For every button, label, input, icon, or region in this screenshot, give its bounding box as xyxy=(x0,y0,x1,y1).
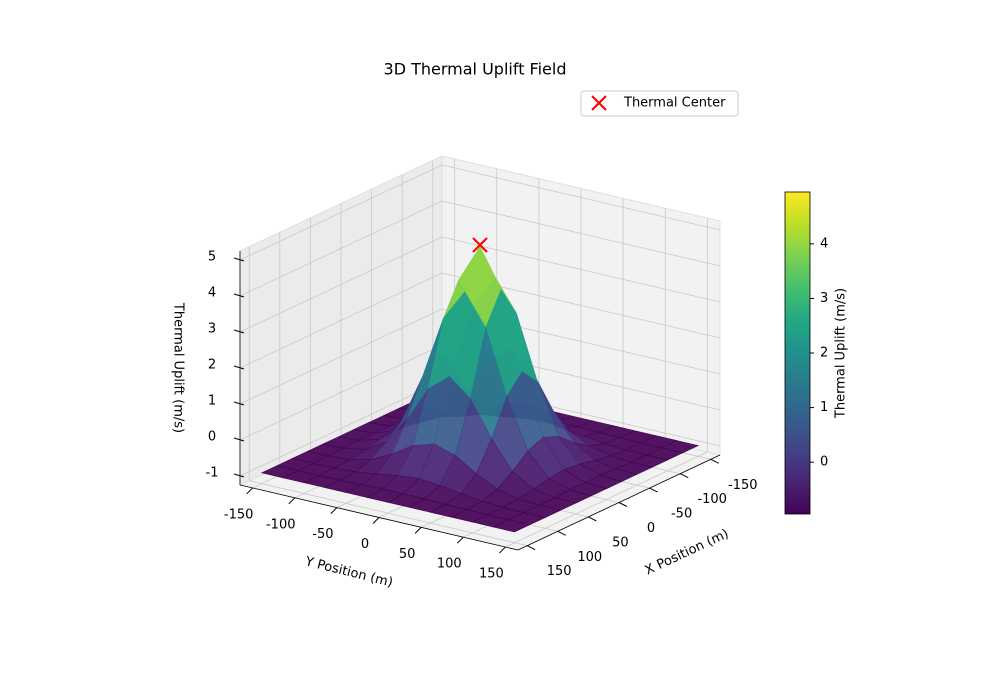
grid-line xyxy=(441,164,721,231)
z-tick-label: 1 xyxy=(208,394,216,409)
x-tick-label: 50 xyxy=(612,535,629,550)
x-tick-label: -50 xyxy=(671,507,692,522)
colorbar-tick-label: 2 xyxy=(820,346,828,361)
chart-title: 3D Thermal Uplift Field xyxy=(384,60,567,79)
y-tick-label: -100 xyxy=(266,517,296,532)
x-tick-label: 100 xyxy=(577,550,602,565)
legend-label: Thermal Center xyxy=(623,96,726,111)
x-tick-label: 0 xyxy=(647,521,655,536)
x-tick xyxy=(526,545,536,551)
x-axis-label: X Position (m) xyxy=(643,527,731,579)
y-tick-label: 0 xyxy=(361,537,369,552)
y-tick xyxy=(288,497,296,505)
axis-line xyxy=(517,454,721,551)
x-tick xyxy=(588,516,597,522)
legend-marker-stroke xyxy=(591,95,607,111)
legend: Thermal Center xyxy=(580,90,739,117)
surface-face xyxy=(492,519,531,533)
z-tick-label: 5 xyxy=(208,250,216,265)
marker xyxy=(472,237,488,253)
y-tick-label: -150 xyxy=(224,507,254,522)
grid-line xyxy=(239,236,443,333)
colorbar-tick-label: 4 xyxy=(820,236,828,251)
legend-box xyxy=(580,90,739,117)
x-tick-label: -100 xyxy=(697,492,727,507)
y-tick-label: 100 xyxy=(437,557,462,572)
colorbar xyxy=(784,191,811,515)
grid-line xyxy=(239,164,443,261)
x-tick-label: 150 xyxy=(547,564,572,579)
axis-line xyxy=(239,484,519,551)
grid-line xyxy=(239,380,443,477)
z-tick-label: 3 xyxy=(208,322,216,337)
y-tick xyxy=(499,546,506,554)
y-tick-label: 50 xyxy=(399,547,416,562)
colorbar-tick-label: 0 xyxy=(820,455,828,470)
y-tick-label: 150 xyxy=(479,567,504,582)
marker-stroke xyxy=(472,237,488,253)
y-tick xyxy=(456,536,464,544)
z-tick-label: 0 xyxy=(208,430,216,445)
z-tick xyxy=(233,437,245,442)
grid-line xyxy=(239,344,443,441)
x-tick xyxy=(618,502,628,507)
y-tick-label: -50 xyxy=(312,527,333,542)
grid-line xyxy=(239,272,443,369)
grid-line xyxy=(239,200,443,297)
z-tick-label: 4 xyxy=(208,286,216,301)
z-tick xyxy=(233,473,245,478)
grid-line xyxy=(239,308,443,405)
y-tick xyxy=(246,487,253,495)
grid-line xyxy=(505,451,708,548)
legend-marker xyxy=(591,95,607,111)
grid-line xyxy=(441,236,721,303)
z-tick xyxy=(233,293,245,298)
z-tick-label: -1 xyxy=(206,466,219,481)
x-tick-label: -150 xyxy=(728,478,758,493)
colorbar-tick-label: 1 xyxy=(820,400,828,415)
z-tick xyxy=(233,329,245,334)
x-tick xyxy=(679,473,689,479)
z-tick-label: 2 xyxy=(208,358,216,373)
colorbar-label: Thermal Uplift (m/s) xyxy=(834,288,849,419)
grid-line xyxy=(441,200,721,267)
y-tick xyxy=(330,507,338,515)
z-axis-label: Thermal Uplift (m/s) xyxy=(171,302,186,433)
z-tick xyxy=(233,257,245,262)
x-tick xyxy=(710,458,720,464)
y-tick xyxy=(372,517,380,524)
x-tick xyxy=(649,487,658,493)
y-tick xyxy=(414,526,422,534)
colorbar-tick-label: 3 xyxy=(820,291,828,306)
z-tick xyxy=(233,365,245,370)
x-tick xyxy=(557,530,567,536)
plot-3d: -150-100-50050100150-150-100-50050100150… xyxy=(171,155,758,591)
y-axis-label: Y Position (m) xyxy=(303,554,395,590)
z-tick xyxy=(233,401,245,406)
